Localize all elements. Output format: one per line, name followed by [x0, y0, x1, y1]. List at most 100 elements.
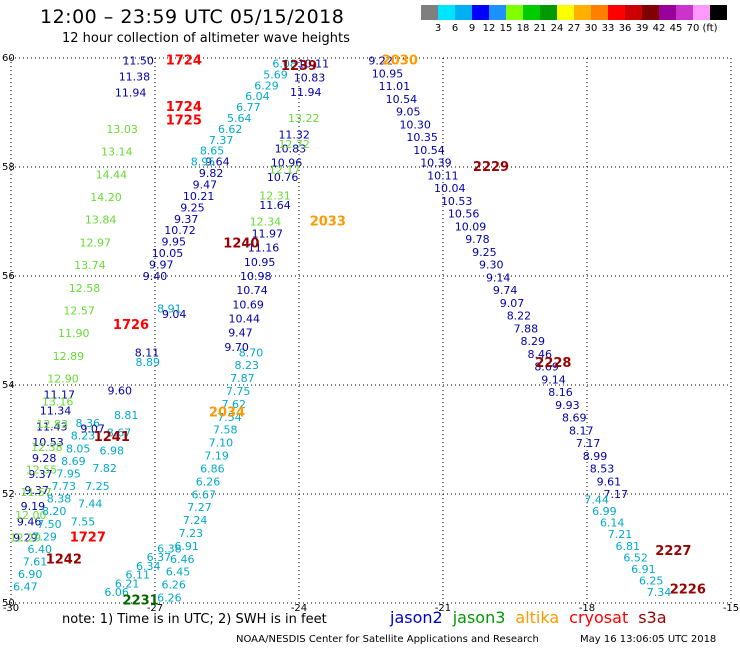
pass-number-label: 1241: [94, 430, 130, 445]
wave-height-value: 9.19: [21, 500, 46, 513]
wave-height-value: 9.25: [472, 246, 497, 259]
wave-height-value: 7.24: [183, 514, 208, 527]
wave-height-value: 8.38: [47, 493, 72, 506]
wave-height-value: 11.50: [122, 55, 154, 68]
wave-height-value: 9.22: [368, 55, 393, 68]
wave-height-value: 9.14: [541, 373, 566, 386]
wave-height-value: 6.62: [218, 123, 243, 136]
wave-height-value: 6.91: [174, 540, 199, 553]
x-tick-label: -24: [291, 603, 307, 614]
wave-height-value: 6.45: [166, 566, 191, 579]
color-swatch: [642, 5, 659, 20]
wave-height-value: 7.73: [52, 480, 77, 493]
wave-height-value: 9.29: [13, 532, 38, 545]
wave-height-value: 6.46: [170, 553, 195, 566]
wave-height-value: 7.17: [604, 488, 629, 501]
wave-height-value: 11.34: [40, 404, 72, 417]
wave-height-value: 8.46: [527, 348, 552, 361]
wave-height-value: 9.07: [500, 297, 525, 310]
wave-height-value: 11.64: [259, 199, 291, 212]
legend-item-cryosat: cryosat: [569, 608, 629, 627]
wave-height-value: 9.60: [108, 384, 133, 397]
wave-height-value: 11.90: [58, 327, 90, 340]
wave-height-value: 13.14: [101, 146, 133, 159]
wave-height-value: 10.04: [434, 182, 466, 195]
wave-height-value: 7.75: [226, 385, 251, 398]
legend-item-jason3: jason3: [452, 608, 506, 627]
pass-number-label: 1727: [70, 531, 106, 546]
wave-height-value: 11.38: [119, 71, 151, 84]
pass-number-label: 2231: [123, 593, 159, 608]
y-tick-label: 60: [2, 53, 15, 64]
wave-height-value: 6.77: [236, 101, 261, 114]
wave-height-value: 10.74: [236, 284, 268, 297]
wave-height-value: 9.74: [493, 284, 518, 297]
wave-height-value: 9.37: [24, 484, 49, 497]
wave-height-value: 8.91: [157, 303, 182, 316]
color-scale-label: 42: [652, 23, 666, 34]
wave-height-value: 7.27: [187, 501, 212, 514]
wave-height-value: 7.62: [222, 398, 247, 411]
wave-height-value: 9.25: [180, 201, 205, 214]
wave-height-value: 6.06: [104, 586, 129, 599]
y-tick-label: 50: [2, 598, 15, 609]
wave-height-value: 11.43: [36, 420, 68, 433]
wave-height-value: 7.37: [209, 134, 234, 147]
wave-height-value: 6.08: [272, 57, 297, 70]
wave-height-value: 9.40: [143, 270, 168, 283]
color-scale-label: 18: [516, 23, 530, 34]
wave-height-value: 12.34: [250, 216, 282, 229]
color-swatch: [693, 5, 710, 20]
wave-height-value: 12.57: [63, 305, 95, 318]
wave-height-value: 9.97: [149, 259, 174, 272]
color-scale-label: 33: [601, 23, 615, 34]
wave-height-value: 8.16: [548, 386, 573, 399]
satellite-legend: jason2 jason3 altika cryosat s3a: [390, 608, 677, 627]
wave-height-value: 7.34: [647, 586, 672, 599]
wave-height-value: 7.25: [85, 480, 110, 493]
y-tick-label: 58: [2, 162, 15, 173]
color-scale-label: 12: [482, 23, 496, 34]
pass-number-label: 2033: [310, 215, 346, 230]
x-tick-label: -27: [147, 603, 163, 614]
wave-height-value: 8.11: [135, 346, 160, 359]
wave-height-value: 9.64: [205, 156, 230, 169]
wave-height-value: 13.03: [106, 123, 138, 136]
chart-title: 12:00 – 23:59 UTC 05/15/2018: [40, 6, 345, 28]
pass-number-label: 2229: [473, 160, 509, 175]
color-scale-label: 39: [635, 23, 649, 34]
wave-height-value: 9.47: [193, 178, 218, 191]
wave-height-value: 6.38: [157, 543, 182, 556]
pass-number-label: 1240: [223, 236, 259, 251]
wave-height-value: 12.00: [15, 509, 47, 522]
color-swatch: [421, 5, 438, 20]
wave-height-value: 12.72: [278, 138, 310, 151]
wave-height-value: 9.46: [17, 516, 42, 529]
wave-height-value: 10.54: [386, 93, 418, 106]
y-tick-label: 56: [2, 271, 15, 282]
wave-height-value: 9.82: [199, 167, 224, 180]
wave-height-value: 9.47: [228, 327, 253, 340]
wave-height-value: 6.26: [157, 592, 182, 605]
color-swatch: [540, 5, 557, 20]
pass-number-label: 2034: [209, 405, 245, 420]
wave-height-value: 6.47: [13, 581, 38, 594]
wave-height-value: 10.96: [271, 157, 303, 170]
wave-height-value: 6.99: [592, 505, 617, 518]
wave-height-value: 6.29: [254, 79, 279, 92]
wave-height-value: 10.69: [232, 298, 264, 311]
wave-height-value: 5.69: [263, 68, 288, 81]
wave-height-value: 13.16: [42, 395, 74, 408]
wave-height-value: 7.82: [92, 462, 117, 475]
wave-height-value: 11.94: [115, 87, 147, 100]
x-tick-label: -21: [435, 603, 451, 614]
legend-item-jason2: jason2: [390, 608, 443, 627]
wave-height-value: 12.29: [10, 532, 42, 545]
wave-height-value: 7.29: [32, 530, 57, 543]
wave-height-value: 8.81: [114, 409, 139, 422]
wave-height-value: 9.37: [174, 213, 199, 226]
y-tick-label: 52: [2, 489, 15, 500]
wave-height-value: 10.54: [413, 144, 445, 157]
wave-height-value: 8.67: [107, 427, 132, 440]
wave-height-value: 10.35: [406, 131, 438, 144]
